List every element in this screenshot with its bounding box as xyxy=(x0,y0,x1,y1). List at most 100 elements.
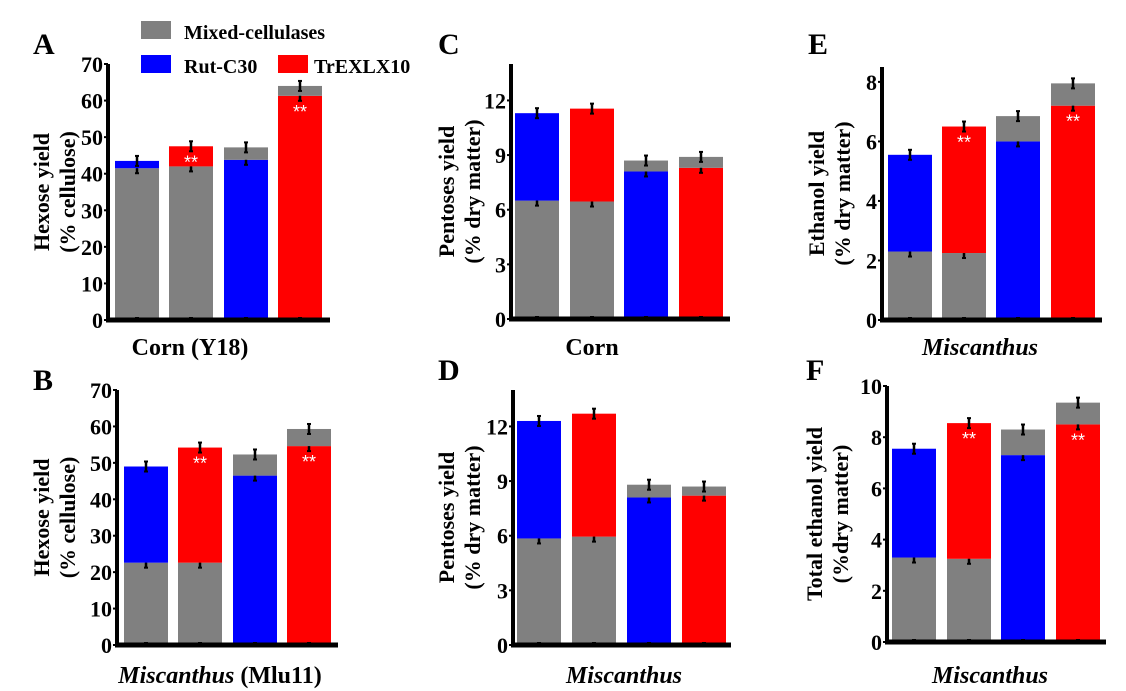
bar-segment-mixed xyxy=(627,484,671,498)
y-tick-label: 6 xyxy=(497,524,508,549)
x-axis-label: Corn xyxy=(565,335,618,361)
x-axis-label-part: Miscanthus xyxy=(921,335,1038,361)
y-axis-label-line2: (% cellulose) xyxy=(55,131,80,253)
bar-group xyxy=(624,154,668,319)
bar-segment-trexlx10 xyxy=(570,108,614,202)
y-tick-label: 60 xyxy=(81,89,103,114)
panel-letter: C xyxy=(438,28,460,61)
legend-swatch-trexlx10 xyxy=(278,55,308,73)
y-axis-label-line1: Pentoses yield xyxy=(434,452,459,583)
y-tick-label: 3 xyxy=(495,252,506,277)
y-tick-label: 20 xyxy=(81,235,103,260)
bar-group xyxy=(888,148,932,320)
y-axis-label-line1: Pentoses yield xyxy=(434,126,459,257)
y-tick-label: 10 xyxy=(860,374,882,399)
legend-label-mixed: Mixed-cellulases xyxy=(184,22,325,44)
y-axis-label-line1: Hexose yield xyxy=(29,459,54,577)
x-axis-label: Miscanthus (Mlu11) xyxy=(117,663,321,689)
bar-group xyxy=(115,154,159,320)
panel-letter: F xyxy=(806,354,824,387)
bar-group: ** xyxy=(169,140,213,320)
significance-marker: ** xyxy=(193,454,207,474)
bar-group: ** xyxy=(1051,77,1095,320)
y-tick-label: 50 xyxy=(81,125,103,150)
bar-group: ** xyxy=(1056,396,1100,642)
y-tick-label: 9 xyxy=(497,469,508,494)
bar-group xyxy=(517,414,561,645)
bar-segment-mixed xyxy=(572,536,616,645)
bar-segment-rutc30 xyxy=(996,141,1040,320)
bar-segment-rutc30 xyxy=(888,154,932,252)
bar-group xyxy=(570,102,614,319)
y-tick-label: 6 xyxy=(871,476,882,501)
bar-segment-trexlx10 xyxy=(942,126,986,254)
bar-segment-rutc30 xyxy=(224,159,268,320)
bar-segment-trexlx10 xyxy=(1051,105,1095,320)
significance-marker: ** xyxy=(293,102,307,122)
bar-segment-trexlx10 xyxy=(679,167,723,319)
y-tick-label: 0 xyxy=(871,630,882,655)
significance-marker: ** xyxy=(1071,430,1085,450)
bar-group: ** xyxy=(942,120,986,320)
panel-f: F Total ethanol yield (%dry matter) ** ** 0 2 4… xyxy=(802,354,1106,689)
bar-group: ** xyxy=(287,422,331,645)
y-tick-label: 70 xyxy=(90,378,112,403)
bar-group xyxy=(682,480,726,645)
y-tick-label: 2 xyxy=(866,248,877,273)
y-tick-label: 8 xyxy=(871,425,882,450)
y-tick-label: 70 xyxy=(81,52,103,77)
bar-segment-trexlx10 xyxy=(169,146,213,167)
bar-segment-rutc30 xyxy=(515,113,559,201)
bar-segment-rutc30 xyxy=(892,448,936,558)
x-axis-label-part: (Mlu11) xyxy=(234,663,321,689)
bar-segment-mixed xyxy=(224,147,268,160)
panel-letter: A xyxy=(33,28,55,61)
bar-segment-trexlx10 xyxy=(947,423,991,559)
bar-segment-trexlx10 xyxy=(572,413,616,537)
y-axis-label-line1: Hexose yield xyxy=(29,133,54,251)
bar-segment-mixed xyxy=(515,200,559,319)
x-axis-label: Miscanthus xyxy=(931,663,1048,689)
legend-label-trexlx10: TrEXLX10 xyxy=(314,56,410,78)
panel-letter: E xyxy=(808,28,828,61)
y-tick-label: 0 xyxy=(101,633,112,658)
bar-group: ** xyxy=(947,417,991,642)
panel-letter: B xyxy=(33,364,53,397)
x-axis-label-part: Miscanthus xyxy=(117,663,234,689)
bar-group xyxy=(627,478,671,645)
y-tick-label: 40 xyxy=(90,487,112,512)
significance-marker: ** xyxy=(1066,112,1080,132)
bar-segment-rutc30 xyxy=(624,171,668,319)
bar-group xyxy=(572,407,616,645)
bar-segment-mixed xyxy=(115,168,159,320)
panel-c: C Pentoses yield (% dry matter) 0 3 6 9 12 Corn xyxy=(434,28,730,361)
y-tick-label: 4 xyxy=(866,189,877,214)
y-axis-label-line2: (% dry matter) xyxy=(830,121,855,265)
y-tick-label: 4 xyxy=(871,528,882,553)
y-tick-label: 0 xyxy=(497,633,508,658)
panel-d: D Pentoses yield (% dry matter) 0 3 6 9 12 Misca… xyxy=(434,354,731,689)
y-tick-label: 60 xyxy=(90,414,112,439)
significance-marker: ** xyxy=(302,452,316,472)
bar-group: ** xyxy=(278,79,322,321)
bar-segment-mixed xyxy=(888,251,932,320)
y-tick-label: 3 xyxy=(497,578,508,603)
y-axis-label-line2: (% dry matter) xyxy=(460,445,485,589)
bar-segment-rutc30 xyxy=(124,466,168,563)
bar-segment-trexlx10 xyxy=(178,447,222,563)
significance-marker: ** xyxy=(957,133,971,153)
bar-segment-mixed xyxy=(169,166,213,320)
bar-segment-rutc30 xyxy=(233,475,277,645)
bar-segment-trexlx10 xyxy=(287,446,331,645)
x-axis-label-part: Miscanthus xyxy=(931,663,1048,689)
bar-segment-rutc30 xyxy=(1001,455,1045,642)
bar-group xyxy=(892,442,936,642)
y-tick-label: 0 xyxy=(495,307,506,332)
bar-segment-mixed xyxy=(947,558,991,642)
y-tick-label: 50 xyxy=(90,451,112,476)
bar-group xyxy=(233,448,277,645)
bar-group xyxy=(1001,423,1045,642)
legend-swatch-rutc30 xyxy=(141,55,171,73)
y-tick-label: 30 xyxy=(81,198,103,223)
bar-segment-trexlx10 xyxy=(278,95,322,321)
